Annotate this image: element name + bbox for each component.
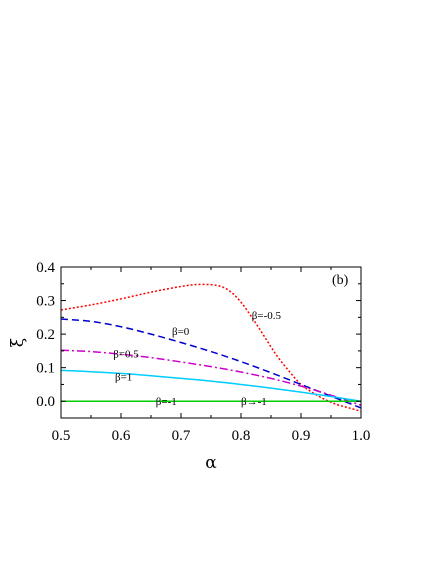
x-tick-label: 0.9 bbox=[292, 428, 311, 444]
series-line bbox=[60, 349, 362, 406]
x-axis-label: α bbox=[205, 453, 217, 473]
x-tick-label: 0.6 bbox=[112, 428, 131, 444]
series-annotation: β=-0.5 bbox=[252, 310, 282, 322]
x-tick-label: 1.0 bbox=[352, 428, 371, 444]
series-annotation: β=1 bbox=[115, 371, 132, 383]
ticks-layer: 0.5 0.6 0.7 0.8 0.9 1.0 0.0 0.1 0.2 0.3 0.4 bbox=[36, 260, 370, 444]
y-tick-label: 0.4 bbox=[36, 260, 55, 276]
y-axis-label: ξ bbox=[8, 338, 28, 347]
annotations-layer: β=-0.5 β=0 β=0.5 β=1 β=-1 β→-1 bbox=[113, 310, 281, 408]
y-tick-label: 0.2 bbox=[36, 327, 55, 343]
series-annotation: β→-1 bbox=[241, 396, 267, 408]
series-annotation: β=0.5 bbox=[113, 348, 139, 360]
series-annotation: β=-1 bbox=[156, 396, 177, 408]
series-line bbox=[60, 283, 362, 413]
series-line bbox=[60, 369, 362, 402]
plot-area: 0.5 0.6 0.7 0.8 0.9 1.0 0.0 0.1 0.2 0.3 0.4 β=-0.5… bbox=[36, 260, 370, 444]
x-tick-label: 0.5 bbox=[52, 428, 71, 444]
y-tick-label: 0.0 bbox=[36, 394, 55, 410]
panel-label: (b) bbox=[332, 273, 349, 288]
series-layer bbox=[60, 283, 362, 413]
y-tick-label: 0.3 bbox=[36, 294, 55, 310]
x-tick-label: 0.8 bbox=[232, 428, 251, 444]
x-tick-label: 0.7 bbox=[172, 428, 191, 444]
series-annotation: β=0 bbox=[172, 326, 190, 338]
y-tick-label: 0.1 bbox=[36, 361, 55, 377]
